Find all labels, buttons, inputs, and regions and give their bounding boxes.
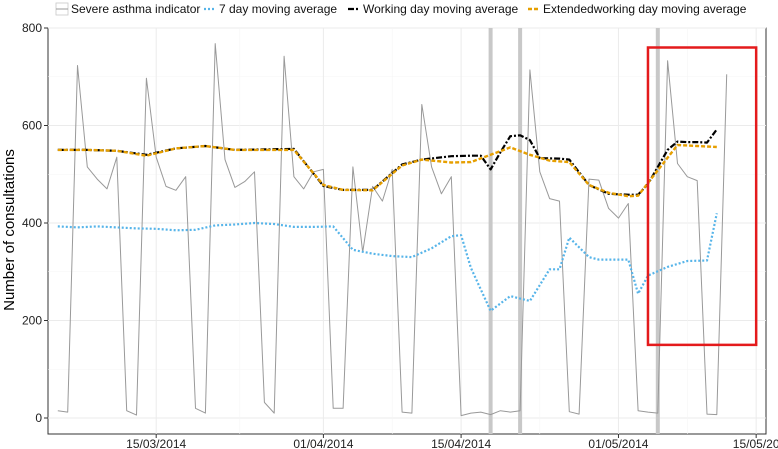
y-tick-label: 400	[22, 216, 42, 230]
highlight-box-group	[646, 46, 758, 347]
series-line-seven-day	[57, 213, 718, 312]
legend-label-seven-day: 7 day moving average	[219, 2, 337, 16]
legend-label-severe: Severe asthma indicator	[71, 2, 200, 16]
legend-label-extended: Extendedworking day moving average	[543, 2, 747, 16]
y-tick-label: 0	[35, 411, 42, 425]
highlight-box	[646, 46, 758, 347]
x-tick-label: 15/03/2014	[126, 437, 186, 449]
y-tick-label: 600	[22, 119, 42, 133]
plot-area	[47, 27, 767, 435]
x-tick-label: 01/04/2014	[293, 437, 353, 449]
axes: 0 200 400 600 800 15/03/2014 01/04/2014 15/04/2…	[22, 21, 778, 449]
bank-holiday-markers	[488, 28, 660, 434]
y-tick-label: 800	[22, 21, 42, 35]
legend-label-working-day: Working day moving average	[363, 2, 519, 16]
legend: Severe asthma indicator 7 day moving aver…	[55, 2, 747, 16]
plot-border	[47, 27, 767, 435]
series-line-severe	[57, 43, 728, 417]
x-tick-label: 15/04/2014	[431, 437, 491, 449]
series-line-working-day	[57, 128, 718, 196]
y-tick-label: 200	[22, 314, 42, 328]
y-axis-title: Number of consultations	[1, 149, 18, 311]
x-tick-label: 15/05/20	[733, 437, 778, 449]
x-tick-label: 01/05/2014	[588, 437, 648, 449]
series-line-extended	[57, 143, 717, 198]
series-lines	[57, 43, 728, 417]
